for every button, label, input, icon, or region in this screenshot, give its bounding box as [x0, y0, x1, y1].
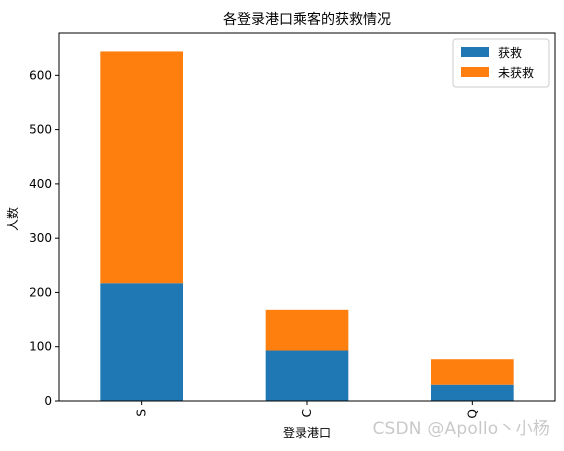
y-tick-label: 100	[29, 340, 52, 354]
legend-label-1: 未获救	[498, 65, 534, 80]
y-tick-label: 600	[29, 68, 52, 82]
x-axis-label: 登录港口	[283, 425, 331, 440]
legend-swatch-0	[461, 47, 489, 57]
x-tick-label-C: C	[300, 409, 314, 417]
bar-S-series-1	[100, 51, 183, 284]
bar-S-series-0	[100, 283, 183, 401]
y-tick-label: 500	[29, 123, 52, 137]
y-axis: 0 100 200 300 400 500 600	[29, 68, 59, 408]
y-tick-label: 300	[29, 231, 52, 245]
legend-swatch-1	[461, 67, 489, 77]
watermark: CSDN @Apollo丶小杨	[372, 419, 550, 439]
y-tick-label: 200	[29, 285, 52, 299]
y-axis-label: 人数	[5, 207, 20, 231]
bar-Q-series-0	[431, 384, 514, 401]
bar-C-series-0	[265, 350, 349, 401]
chart-title: 各登录港口乘客的获救情况	[223, 11, 391, 28]
x-tick-label-Q: Q	[465, 409, 479, 418]
y-tick-label: 400	[29, 177, 52, 191]
bar-C-series-1	[265, 309, 349, 351]
bars	[100, 51, 514, 401]
bar-Q-series-1	[431, 359, 514, 385]
legend-label-0: 获救	[498, 45, 522, 60]
y-tick-label: 0	[44, 394, 52, 408]
x-tick-label-S: S	[135, 409, 149, 417]
